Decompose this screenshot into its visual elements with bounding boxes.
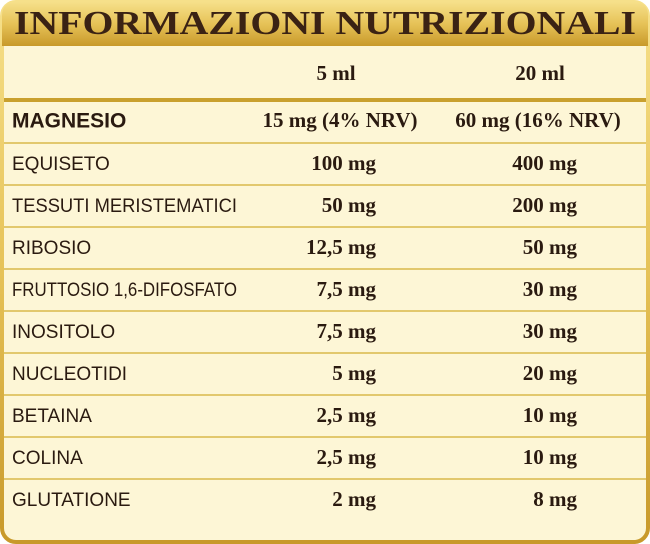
amount: 7,5 mg (317, 319, 377, 343)
amount: 60 mg (16% NRV) (455, 108, 621, 132)
nutrient-name: COLINA (12, 448, 83, 469)
amount: 2 mg (332, 487, 376, 511)
column-header: 20 ml (515, 61, 565, 85)
nutrient-name: RIBOSIO (12, 238, 91, 259)
amount: 50 mg (322, 193, 377, 217)
amount: 8 mg (533, 487, 577, 511)
nutrient-name: NUCLEOTIDI (12, 364, 127, 385)
amount: 2,5 mg (317, 403, 377, 427)
amount: 50 mg (523, 235, 578, 259)
amount: 7,5 mg (317, 277, 377, 301)
amount: 2,5 mg (317, 445, 377, 469)
nutrient-name: TESSUTI MERISTEMATICI (12, 196, 237, 217)
nutrient-name: MAGNESIO (12, 110, 126, 133)
title-band (2, 2, 648, 46)
amount: 10 mg (523, 445, 578, 469)
nutrient-name: BETAINA (12, 406, 92, 427)
nutrient-name: FRUTTOSIO 1,6-DIFOSFATO (12, 280, 237, 301)
amount: 200 mg (512, 193, 577, 217)
column-header: 5 ml (316, 61, 355, 85)
nutrient-name: EQUISETO (12, 154, 110, 175)
amount: 30 mg (523, 277, 578, 301)
amount: 20 mg (523, 361, 578, 385)
amount: 12,5 mg (306, 235, 376, 259)
nutrient-name: GLUTATIONE (12, 490, 131, 511)
nutrient-name: INOSITOLO (12, 322, 115, 343)
amount: 5 mg (332, 361, 376, 385)
amount: 400 mg (512, 151, 577, 175)
amount: 100 mg (311, 151, 376, 175)
amount: 15 mg (4% NRV) (263, 108, 418, 132)
table-title: INFORMAZIONI NUTRIZIONALI (14, 5, 636, 42)
amount: 10 mg (523, 403, 578, 427)
amount: 30 mg (523, 319, 578, 343)
